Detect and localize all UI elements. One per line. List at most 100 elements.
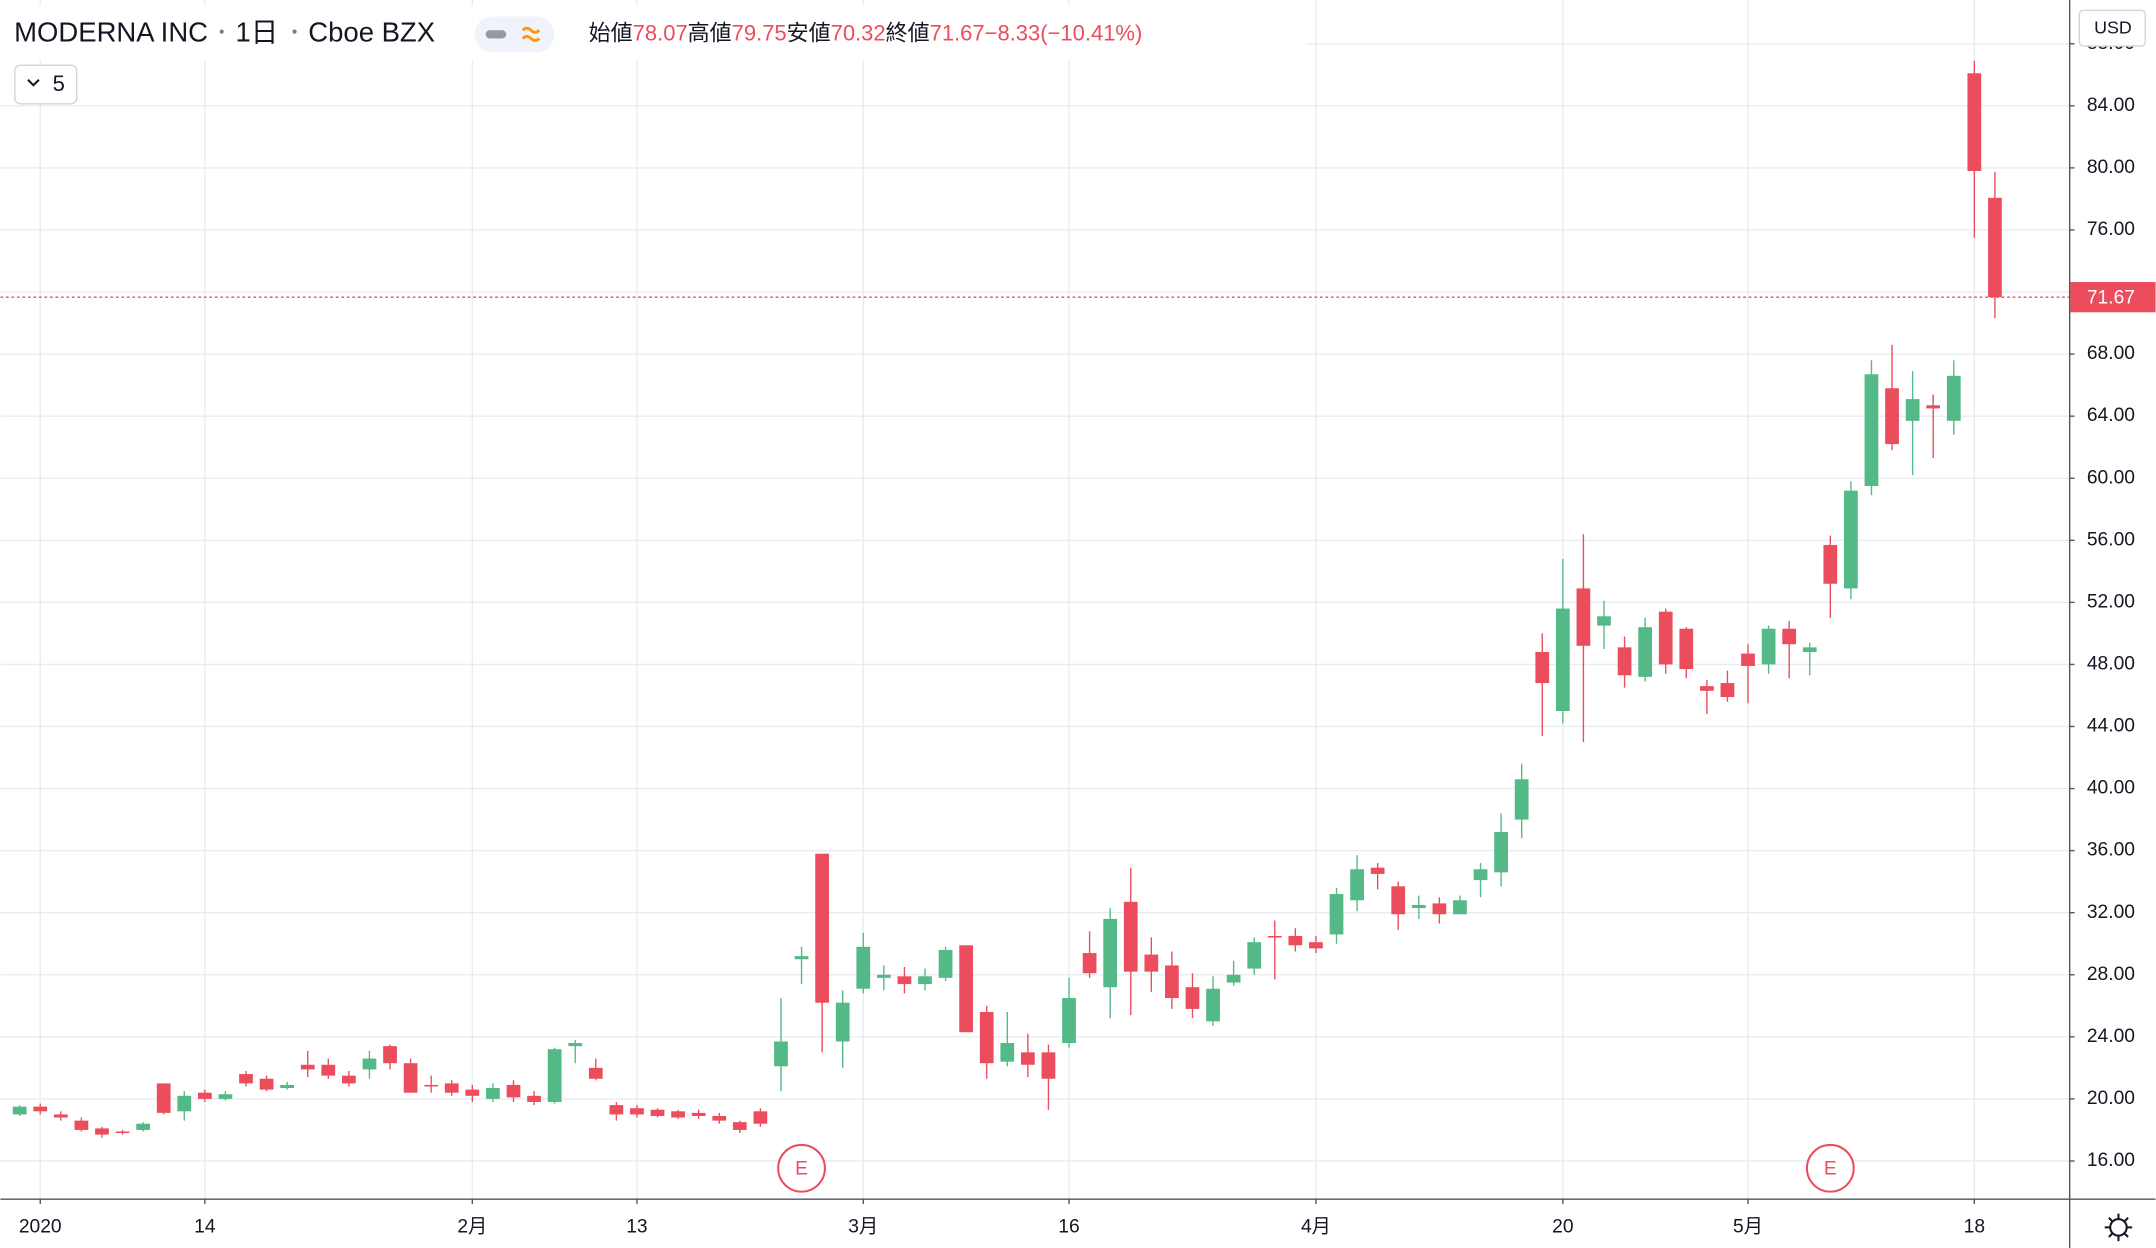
currency-box[interactable]	[2078, 9, 2146, 47]
candle-body	[1206, 988, 1220, 1022]
candle-body	[239, 1074, 253, 1084]
y-tick-label: 40.00	[2087, 778, 2135, 799]
studies-count[interactable]: 5	[53, 71, 65, 96]
candle-body	[856, 946, 871, 989]
legend-text: −8.33	[985, 20, 1041, 45]
candle-body	[1082, 953, 1097, 974]
grid	[0, 0, 2069, 1199]
candle-body	[938, 949, 953, 978]
candle-body	[300, 1064, 315, 1070]
candle-body	[53, 1114, 68, 1118]
candle-body	[1247, 942, 1262, 969]
candle-body	[12, 1106, 27, 1115]
candle-body	[1699, 686, 1714, 691]
candle-body	[403, 1063, 418, 1093]
symbol-title[interactable]: MODERNA INC	[14, 17, 208, 48]
candle-body	[1885, 388, 1899, 445]
candle-body	[197, 1092, 212, 1099]
candle-body	[835, 1002, 850, 1042]
candle-body	[1411, 904, 1426, 909]
candle-body	[1226, 974, 1241, 983]
y-tick-label: 16.00	[2087, 1150, 2135, 1171]
candle-body	[1926, 405, 1941, 409]
y-tick-label: 48.00	[2087, 654, 2135, 675]
delay-icon	[521, 26, 541, 42]
candle-body	[1576, 588, 1591, 646]
last-price-box	[2070, 282, 2156, 313]
earnings-marker	[1805, 1143, 1855, 1193]
gear-teeth	[2104, 1213, 2133, 1242]
candle-body	[1844, 490, 1858, 589]
candle-body	[444, 1083, 459, 1093]
x-tick-label: 3月	[848, 1216, 878, 1237]
candle-body	[1679, 628, 1694, 670]
candle-body	[527, 1095, 541, 1103]
candle-body	[1370, 867, 1385, 874]
candle-body	[918, 976, 932, 985]
legend-text: (−10.41%)	[1040, 20, 1142, 45]
x-tick-label: 5月	[1733, 1216, 1763, 1237]
candle-body	[876, 974, 891, 978]
y-tick-label: 60.00	[2087, 467, 2135, 488]
candle-body	[1185, 987, 1200, 1009]
candle-body	[1638, 627, 1653, 677]
y-tick-label: 32.00	[2087, 902, 2135, 923]
candle-body	[74, 1120, 89, 1130]
candle-body	[486, 1088, 500, 1099]
legend-text: 79.75	[732, 20, 787, 45]
candle-body	[1617, 647, 1632, 676]
candle-body	[979, 1012, 994, 1064]
candle-body	[630, 1108, 644, 1115]
y-tick-label: 36.00	[2087, 840, 2135, 861]
candle-body	[1597, 616, 1611, 626]
candle-body	[156, 1083, 171, 1113]
header-bg	[0, 5, 1307, 61]
x-tick-label: 16	[1058, 1216, 1079, 1237]
y-tick-label: 52.00	[2087, 591, 2135, 612]
y-tick-label: 20.00	[2087, 1088, 2135, 1109]
legend-text: 71.67	[930, 20, 985, 45]
candle-body	[815, 853, 829, 1003]
interval[interactable]: 1日	[235, 17, 278, 48]
x-tick-label: 18	[1964, 1216, 1985, 1237]
candle-body	[1988, 197, 2002, 298]
candle-body	[1946, 375, 1961, 421]
legend-text: 安値	[787, 20, 831, 45]
candle-body	[1905, 399, 1920, 421]
chevron	[27, 78, 40, 87]
studies-toggle[interactable]	[14, 64, 78, 105]
candle-body	[959, 945, 974, 1033]
y-tick-label: 80.00	[2087, 157, 2135, 178]
candle-body	[1514, 779, 1529, 820]
candle-body	[1741, 653, 1755, 666]
candle-body	[1720, 683, 1735, 698]
candle-body	[1391, 886, 1406, 915]
y-tick-label: 56.00	[2087, 529, 2135, 550]
candle-body	[1350, 869, 1364, 901]
candle-body	[321, 1064, 336, 1076]
candle-body	[1103, 918, 1118, 988]
candle-body	[753, 1111, 768, 1124]
candle-body	[259, 1078, 274, 1090]
settings-icon[interactable]	[2104, 1213, 2133, 1242]
candle-body	[1782, 628, 1797, 645]
candle-body	[465, 1089, 480, 1096]
x-tick-label: 2月	[457, 1216, 487, 1237]
market-status-pill[interactable]	[474, 16, 555, 53]
y-tick-label: 84.00	[2087, 95, 2135, 116]
currency: USD	[2094, 18, 2132, 38]
candle-body	[136, 1123, 150, 1130]
candle-body	[691, 1112, 706, 1116]
candle-body	[1288, 935, 1303, 946]
separator	[219, 29, 224, 34]
candle-body	[1144, 954, 1159, 972]
status-icon	[485, 30, 507, 39]
y-tick-label: 64.00	[2087, 405, 2135, 426]
earnings-marker	[777, 1143, 826, 1193]
candle-body	[1535, 652, 1550, 684]
y-tick-label: 44.00	[2087, 716, 2135, 737]
earnings-label: E	[1824, 1159, 1837, 1180]
